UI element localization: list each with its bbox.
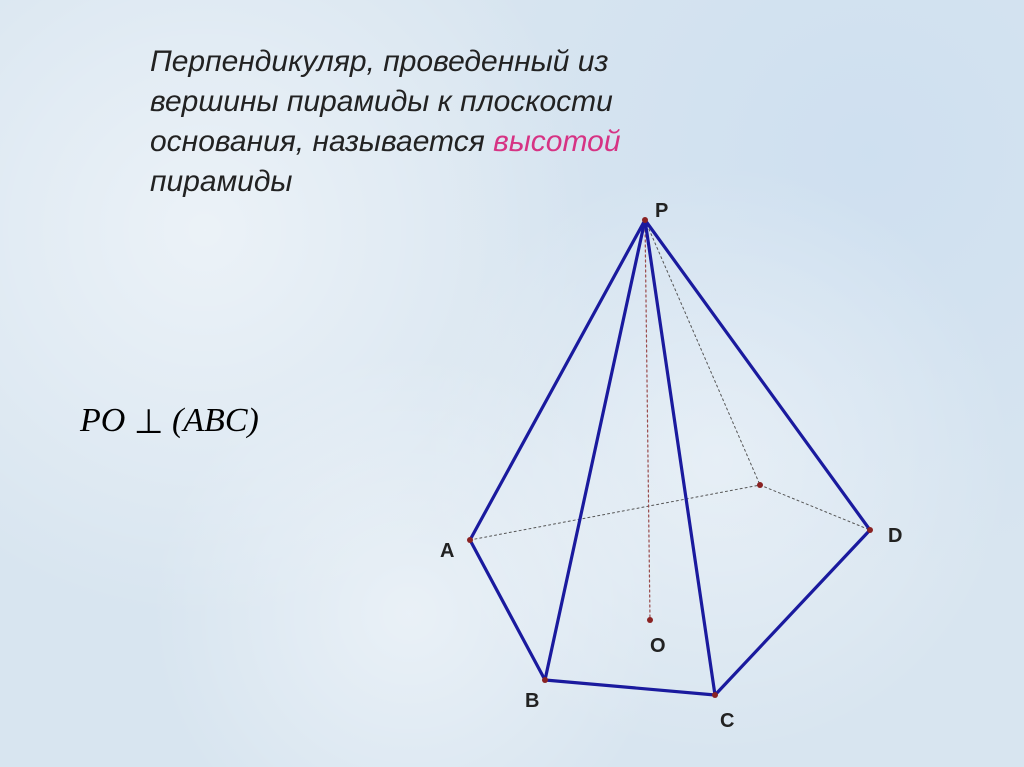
vertex-label-O: O <box>650 635 666 658</box>
vertex-label-P: P <box>655 200 668 223</box>
vertex-label-D: D <box>888 525 902 548</box>
def-highlight: высотой <box>493 125 620 158</box>
perp-symbol: ⊥ <box>134 402 164 442</box>
formula: PO ⊥ (ABC) <box>80 400 259 440</box>
def-line1: Перпендикуляр, проведенный из <box>150 45 608 78</box>
def-line2: вершины пирамиды к плоскости <box>150 85 613 118</box>
formula-rhs: (ABC) <box>172 402 259 439</box>
slide: Перпендикуляр, проведенный из вершины пи… <box>0 0 1024 767</box>
vertex-label-C: C <box>720 710 734 733</box>
vertex-label-A: A <box>440 540 454 563</box>
pyramid-diagram: P A B C D O <box>360 200 920 730</box>
vertex-label-B: B <box>525 690 539 713</box>
def-line4: пирамиды <box>150 165 292 198</box>
definition-text: Перпендикуляр, проведенный из вершины пи… <box>150 42 621 202</box>
def-line3a: основания, называется <box>150 125 493 158</box>
formula-lhs: PO <box>80 402 125 439</box>
pyramid-svg <box>360 200 920 730</box>
